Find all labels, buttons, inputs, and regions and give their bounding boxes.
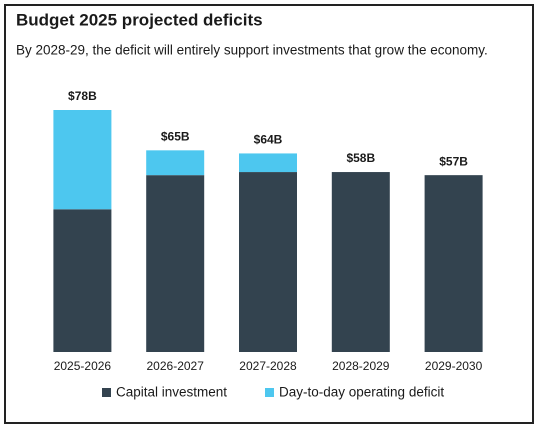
legend-label: Capital investment: [116, 385, 227, 400]
bar-segment: [424, 175, 483, 352]
bar-segment: [331, 172, 390, 352]
x-tick-label: 2026-2027: [147, 359, 205, 373]
x-tick-label: 2029-2030: [425, 359, 483, 373]
chart-title: Budget 2025 projected deficits: [16, 10, 263, 29]
total-label: $58B: [346, 151, 375, 165]
total-label: $57B: [439, 154, 468, 168]
legend-swatch: [102, 388, 111, 397]
x-tick-label: 2028-2029: [332, 359, 390, 373]
x-tick-label: 2027-2028: [239, 359, 297, 373]
bar-segment: [146, 150, 205, 176]
bar-segment: [239, 172, 297, 352]
x-tick-label: 2025-2026: [54, 359, 112, 373]
legend-swatch: [265, 388, 274, 397]
bar-segment: [53, 209, 112, 352]
bar-segment: [146, 175, 205, 352]
total-label: $65B: [161, 130, 190, 144]
legend-label: Day-to-day operating deficit: [279, 385, 444, 400]
bar-segment: [53, 110, 112, 210]
total-label: $78B: [68, 89, 97, 103]
bar-segment: [239, 153, 297, 173]
chart-subtitle: By 2028-29, the deficit will entirely su…: [16, 43, 488, 58]
total-label: $64B: [254, 133, 283, 147]
